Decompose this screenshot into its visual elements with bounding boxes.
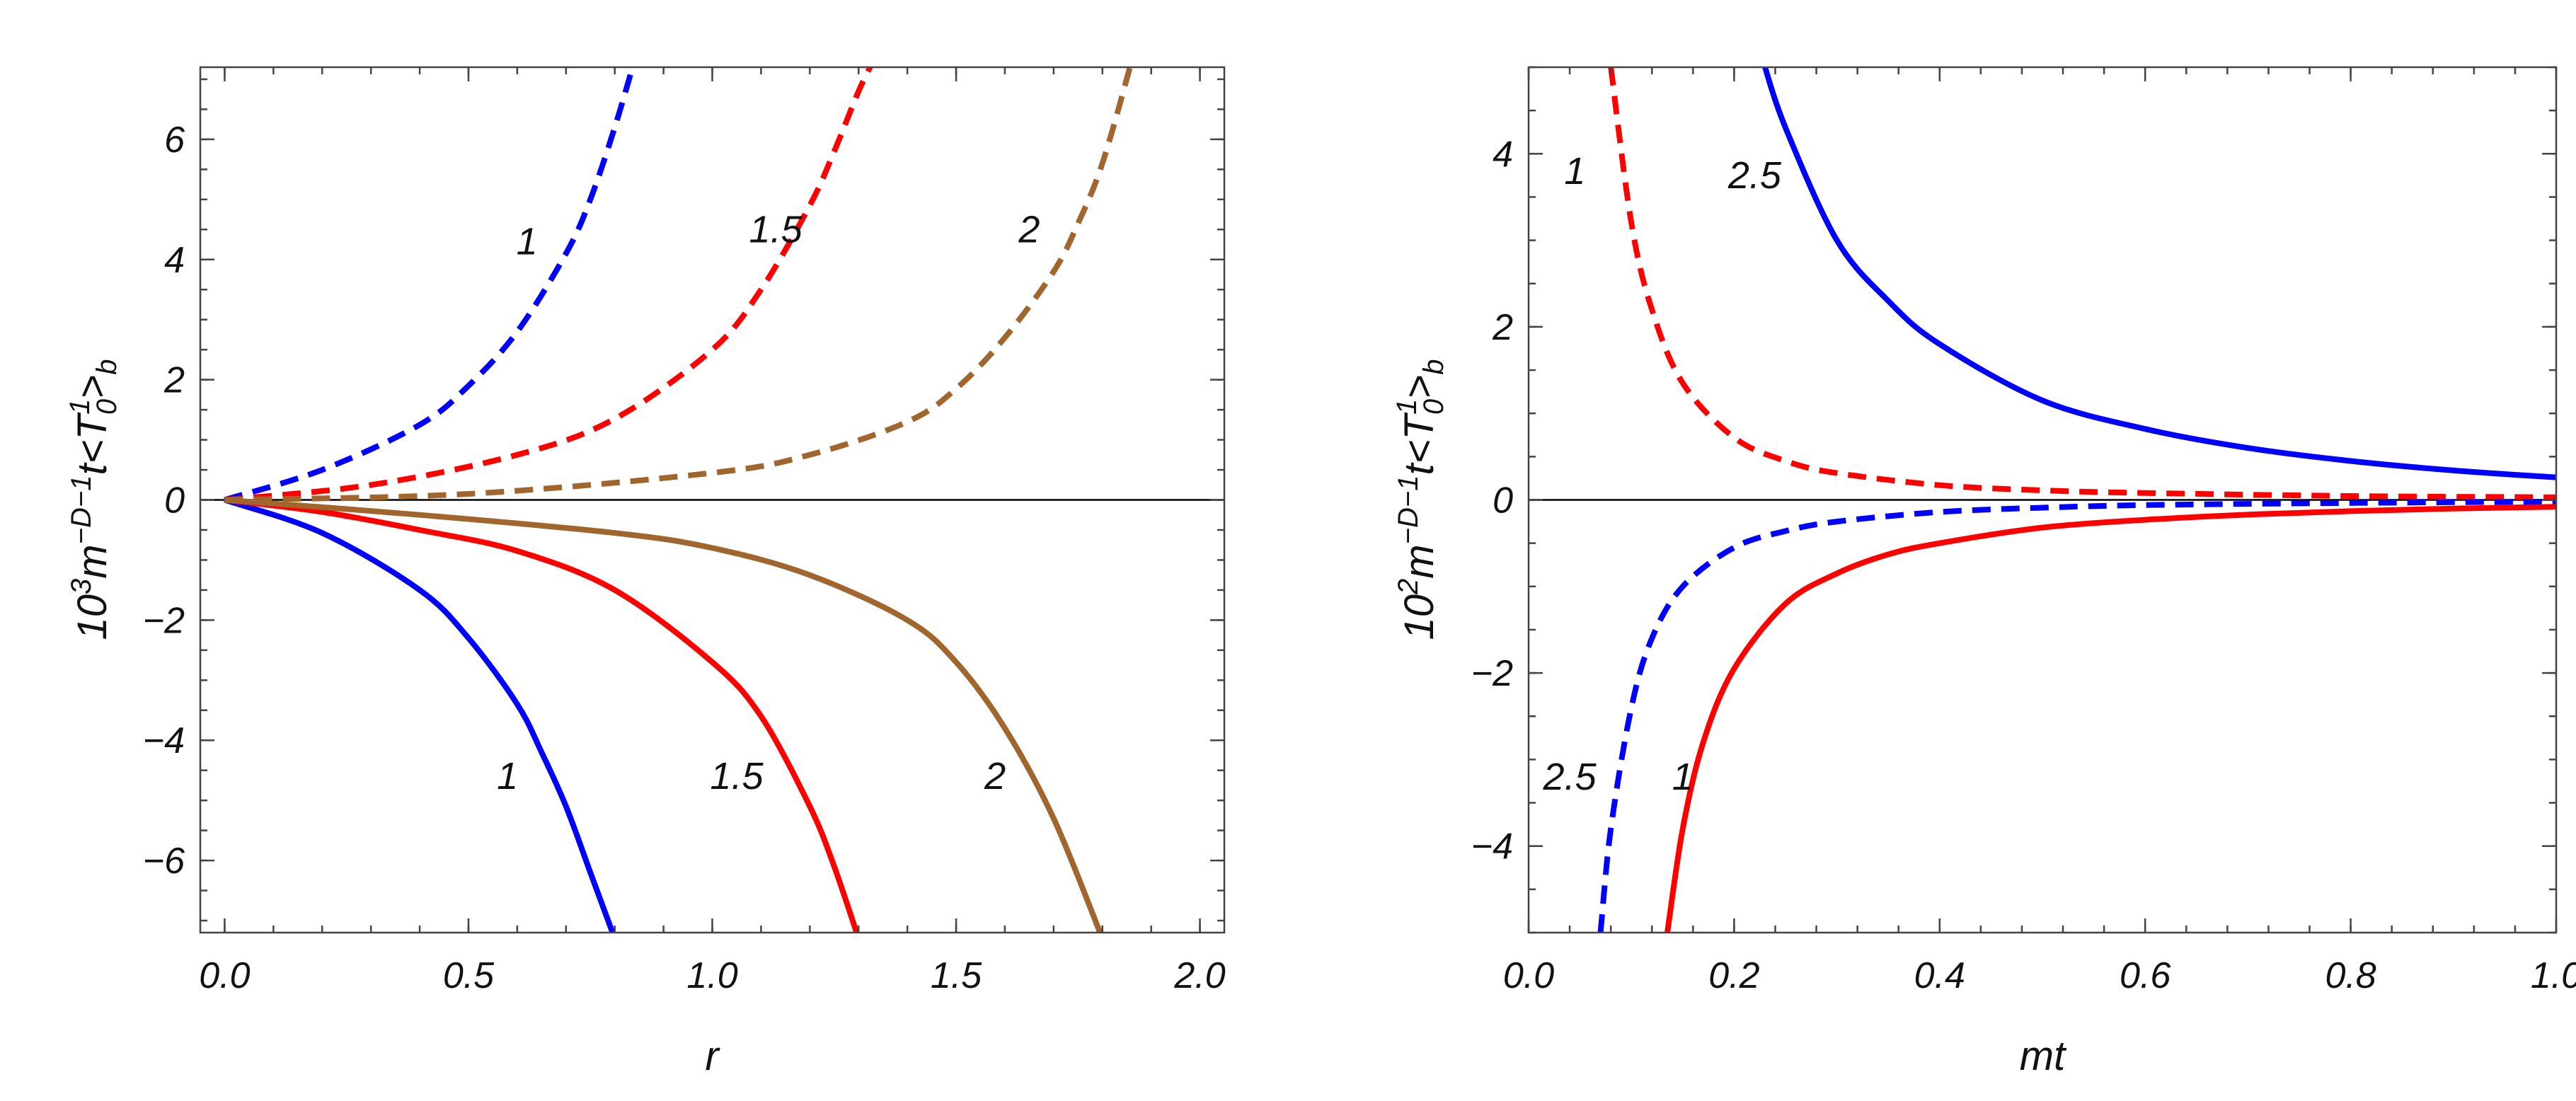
- left-y-title-coef: 10: [69, 594, 115, 640]
- left-y-title-tail: >: [69, 375, 115, 399]
- left-curve-label: 2: [984, 755, 1006, 797]
- left-y-title-sup-t: 1: [64, 399, 96, 415]
- left-curve-label: 1.5: [710, 755, 764, 797]
- left-x-tick-label: 1.0: [686, 955, 737, 996]
- right-series-solid-blue-2-5: [1762, 67, 2556, 480]
- left-chart-x-axis-title: r: [705, 1033, 720, 1079]
- left-x-tick-label: 1.5: [931, 955, 982, 996]
- left-series-dashed-blue-1: [224, 67, 636, 503]
- left-x-tick-label: 0.0: [199, 955, 250, 996]
- left-series-solid-blue-1: [224, 497, 616, 933]
- right-y-title-coef-exp: 2: [1393, 579, 1424, 595]
- left-y-title-sub-t: 0: [91, 399, 122, 415]
- right-y-tick-label: −4: [1471, 826, 1513, 867]
- right-y-title-sup-t: 1: [1391, 399, 1422, 415]
- right-x-tick-label: 0.0: [1503, 955, 1554, 996]
- left-chart-curve-labels: 1 1.5 2 1 1.5 2: [497, 208, 1040, 797]
- right-x-tick-label: 0.2: [1708, 955, 1759, 996]
- left-y-title-body: t<T: [69, 413, 115, 475]
- right-curve-label: 2.5: [1727, 154, 1782, 197]
- right-curve-label: 1: [1564, 150, 1585, 192]
- left-y-tick-label: −2: [143, 600, 185, 641]
- right-x-tick-label: 0.4: [1914, 955, 1965, 996]
- left-curve-label: 1: [497, 755, 518, 797]
- left-curve-label: 2: [1018, 208, 1040, 250]
- left-y-tick-label: 0: [164, 480, 185, 521]
- right-curve-label: 2.5: [1543, 756, 1597, 798]
- right-series-dashed-red-1: [1608, 67, 2556, 500]
- left-series-dashed-brown-2: [224, 67, 1133, 503]
- right-y-tick-label: 4: [1493, 134, 1513, 175]
- left-series-solid-brown-2: [224, 497, 1103, 933]
- left-x-tick-label: 2.0: [1173, 955, 1225, 996]
- left-x-tick-label: 0.5: [443, 955, 495, 996]
- right-chart-tick-labels: 0.0 0.2 0.4 0.6 0.8 1.0 −4 −2 0 2 4: [1471, 134, 2576, 996]
- left-y-tick-label: 6: [164, 120, 185, 161]
- left-y-title-base-exp: −D−1: [66, 475, 97, 545]
- right-y-tick-label: 2: [1492, 307, 1513, 348]
- left-series-dashed-red-1-5: [224, 67, 874, 503]
- left-chart-y-axis-title: 103m−D−1t<T01>b: [64, 359, 122, 640]
- left-curve-label: 1.5: [749, 208, 803, 250]
- right-series-dashed-blue-2-5: [1597, 498, 2556, 933]
- right-y-title-coef: 10: [1396, 594, 1442, 640]
- right-y-title-base: m: [1396, 544, 1442, 578]
- right-y-tick-label: 0: [1493, 480, 1513, 521]
- left-chart-tick-labels: 0.0 0.5 1.0 1.5 2.0 −6 −4 −2 0 2 4 6: [143, 120, 1226, 996]
- right-chart-curve-labels: 1 2.5 2.5 1: [1543, 150, 1782, 798]
- left-series-solid-red-1-5: [224, 497, 860, 933]
- right-chart-y-axis-title: 102m−D−1t<T01>b: [1391, 359, 1449, 640]
- right-y-title-body: t<T: [1396, 413, 1442, 475]
- right-series-solid-red-1: [1664, 504, 2556, 933]
- left-chart-panel: 0.0 0.5 1.0 1.5 2.0 −6 −4 −2 0 2 4 6 1 1.5 2 1 1.5 2 r 1…: [64, 66, 1226, 1079]
- left-y-title-coef-exp: 3: [66, 579, 97, 594]
- left-y-title-base: m: [69, 544, 115, 578]
- right-chart-ticks: [1527, 66, 2558, 934]
- right-y-title-tail: >: [1396, 375, 1442, 399]
- right-y-title-sub-b: b: [1418, 359, 1449, 375]
- right-y-tick-label: −2: [1471, 653, 1513, 694]
- right-chart-series-group: [1597, 67, 2556, 933]
- right-x-tick-label: 0.6: [2120, 955, 2170, 996]
- left-y-tick-label: −6: [143, 841, 185, 882]
- right-curve-label: 1: [1672, 756, 1694, 798]
- right-y-title-base-exp: −D−1: [1393, 475, 1424, 545]
- right-y-title-sub-t: 0: [1418, 399, 1449, 415]
- left-y-tick-label: 2: [163, 360, 185, 401]
- left-y-tick-label: 4: [164, 240, 185, 281]
- left-chart-series-group: [224, 67, 1133, 933]
- left-curve-label: 1: [517, 220, 538, 263]
- left-y-title-sub-b: b: [91, 359, 122, 375]
- left-y-tick-label: −4: [143, 720, 185, 761]
- right-x-tick-label: 1.0: [2531, 955, 2576, 996]
- right-x-tick-label: 0.8: [2325, 955, 2376, 996]
- left-chart-ticks: [200, 67, 1224, 933]
- right-chart-x-axis-title: mt: [2020, 1033, 2067, 1079]
